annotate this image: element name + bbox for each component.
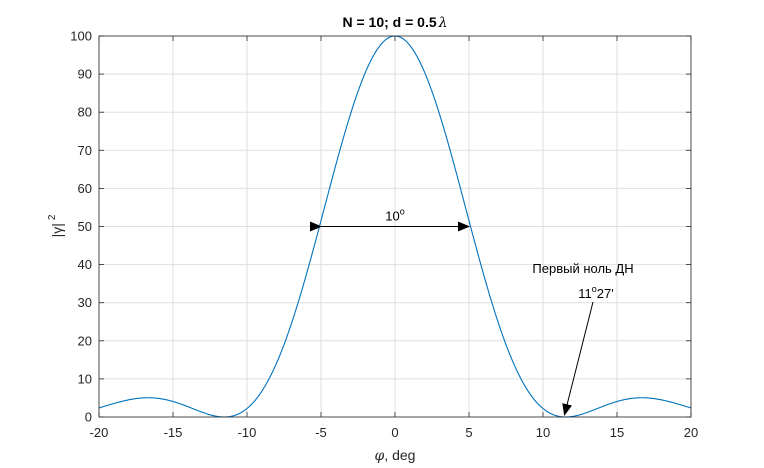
x-tick-label: -20 xyxy=(90,425,109,440)
x-tick-label: 10 xyxy=(536,425,550,440)
y-tick-label: 50 xyxy=(78,219,92,234)
x-tick-label: 0 xyxy=(391,425,398,440)
first-null-arrow xyxy=(562,301,594,416)
y-tick-label: 100 xyxy=(70,29,92,44)
y-tick-label: 10 xyxy=(78,371,92,386)
first-null-angle: 11o27' xyxy=(578,284,613,301)
y-axis-label: |γ|2 xyxy=(47,214,65,237)
x-tick-label: 20 xyxy=(684,425,698,440)
y-tick-labels: 0 10 20 30 40 50 60 70 80 90 100 xyxy=(70,29,92,425)
chart-title: N = 10; d = 0.5 λ xyxy=(342,14,447,31)
y-tick-label: 90 xyxy=(78,67,92,82)
y-tick-label: 40 xyxy=(78,257,92,272)
beamwidth-label: 10o xyxy=(385,207,404,224)
x-tick-label: 5 xyxy=(465,425,472,440)
x-tick-label: -15 xyxy=(164,425,183,440)
y-tick-label: 30 xyxy=(78,295,92,310)
x-tick-label: -10 xyxy=(238,425,257,440)
x-tick-label: 15 xyxy=(610,425,624,440)
y-tick-label: 60 xyxy=(78,181,92,196)
y-tick-label: 20 xyxy=(78,333,92,348)
x-tick-labels: -20 -15 -10 -5 0 5 10 15 20 xyxy=(90,425,699,440)
y-tick-label: 80 xyxy=(78,105,92,120)
y-tick-label: 70 xyxy=(78,143,92,158)
tick-marks xyxy=(98,35,692,418)
x-axis-label: φ, deg xyxy=(375,447,416,464)
first-null-label: Первый ноль ДН xyxy=(532,261,633,276)
x-tick-label: -5 xyxy=(315,425,327,440)
y-tick-label: 0 xyxy=(85,410,92,425)
